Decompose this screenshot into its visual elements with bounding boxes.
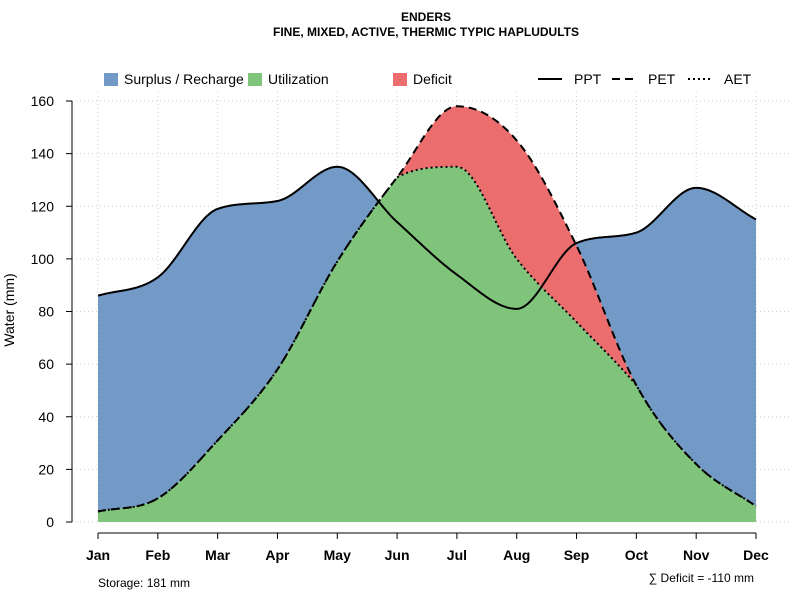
x-tick-label: May [324,547,351,563]
x-tick-label: Jul [447,547,467,563]
legend-entry-pet: PET [612,71,676,87]
series-lines [97,105,757,513]
series-line-ppt [97,165,757,310]
utilization-area [98,166,756,522]
x-tick-label: Dec [743,547,769,563]
area-fills [98,106,756,522]
x-tick-label: Sep [564,547,590,563]
y-tick-label: 100 [31,251,55,267]
y-tick-label: 80 [38,304,54,320]
legend-swatch [104,73,118,86]
x-tick-label: Mar [205,547,230,563]
chart-subtitle: FINE, MIXED, ACTIVE, THERMIC TYPIC HAPLU… [273,25,579,39]
legend-entry-surplus-recharge: Surplus / Recharge [104,71,244,87]
axes: 0 20 40 60 80 100 120 140 160 Jan Feb Mar Apr May Jun J… [31,93,769,563]
legend-swatch [393,73,407,86]
y-tick-label: 160 [31,93,55,109]
y-tick-label: 0 [46,514,54,530]
legend-entry-aet: AET [688,71,752,87]
legend-label: Utilization [268,71,329,87]
legend-label: PPT [574,71,602,87]
storage-note: Storage: 181 mm [98,576,190,590]
x-tick-label: Aug [503,547,530,563]
legend-entry-ppt: PPT [538,71,602,87]
y-tick-label: 40 [38,409,54,425]
legend: Surplus / Recharge Utilization Deficit PPT P… [104,71,752,87]
chart-title: ENDERS [401,10,451,24]
legend-label: Surplus / Recharge [124,71,244,87]
series-line-pet [97,105,757,513]
legend-label: AET [724,71,752,87]
x-tick-label: Jun [385,547,410,563]
x-tick-label: Nov [683,547,710,563]
y-tick-label: 140 [31,146,55,162]
y-axis-label: Water (mm) [1,273,17,346]
legend-swatch [248,73,262,86]
x-tick-label: Oct [625,547,649,563]
legend-label: Deficit [413,71,452,87]
deficit-note: ∑ Deficit = -110 mm [649,571,754,585]
x-tick-label: Jan [86,547,110,563]
legend-entry-deficit: Deficit [393,71,452,87]
y-tick-label: 20 [38,461,54,477]
x-tick-label: Apr [265,547,290,563]
legend-entry-utilization: Utilization [248,71,329,87]
y-tick-label: 120 [31,198,55,214]
legend-label: PET [648,71,676,87]
x-tick-label: Feb [145,547,170,563]
y-tick-label: 60 [38,356,54,372]
